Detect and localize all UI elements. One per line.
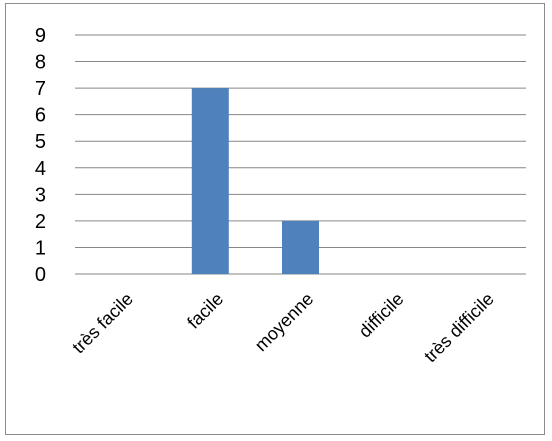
bars — [191, 88, 319, 274]
y-tick-label: 7 — [35, 78, 46, 100]
x-tick-label: moyenne — [251, 289, 318, 356]
y-tick-label: 8 — [35, 52, 46, 74]
x-tick-label: facile — [183, 289, 227, 333]
y-tick-label: 5 — [35, 131, 46, 153]
y-tick-label: 1 — [35, 237, 46, 259]
bar-1 — [191, 88, 229, 274]
y-tick-label: 3 — [35, 184, 46, 206]
y-tick-label: 9 — [35, 25, 46, 47]
bar-2 — [282, 220, 319, 274]
y-tick-label: 2 — [35, 211, 46, 233]
x-axis-labels: très facile facile moyenne difficile très di… — [68, 289, 497, 367]
gridlines — [75, 34, 526, 275]
y-axis-ticks: 0 1 2 3 4 5 6 7 8 9 — [35, 25, 46, 286]
y-tick-label: 4 — [35, 158, 46, 180]
x-tick-label: difficile — [355, 289, 408, 342]
x-tick-label: très facile — [68, 289, 137, 358]
y-tick-label: 6 — [35, 105, 46, 127]
y-tick-label: 0 — [35, 264, 46, 286]
x-tick-label: très difficile — [420, 289, 498, 367]
chart-frame — [5, 3, 545, 435]
